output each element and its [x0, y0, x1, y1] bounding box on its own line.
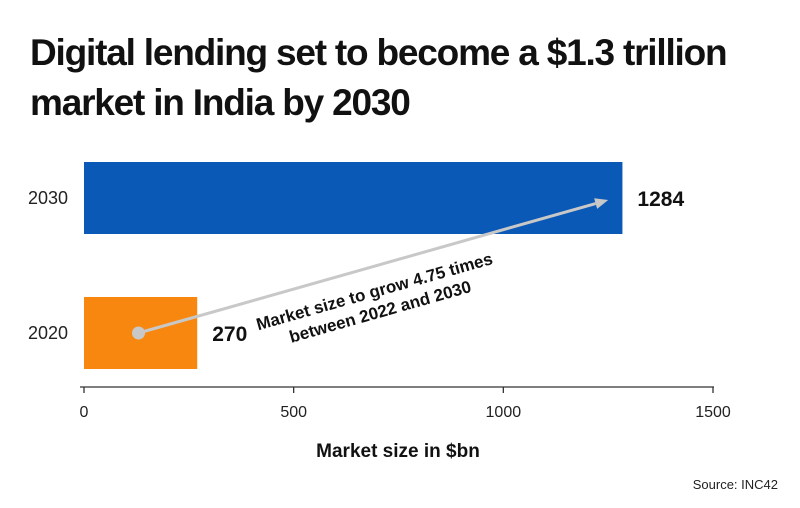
x-tick-label-1000: 1000: [486, 404, 522, 421]
x-tick-label-0: 0: [80, 404, 89, 421]
growth-arrow-head: [594, 198, 609, 209]
category-label-2030: 2030: [28, 188, 68, 208]
category-label-2020: 2020: [28, 323, 68, 343]
value-label-2030: 1284: [637, 188, 684, 211]
growth-arrow-line: [138, 202, 597, 335]
growth-arrow-start-dot: [132, 326, 146, 340]
chart-title-line-1: Digital lending set to become a $1.3 tri…: [30, 32, 728, 73]
chart-title-line-2: market in India by 2030: [30, 82, 411, 123]
chart-title: Digital lending set to become a $1.3 tri…: [30, 28, 790, 128]
x-tick-label-500: 500: [280, 404, 307, 421]
x-tick-label-1500: 1500: [695, 404, 731, 421]
source-note: Source: INC42: [692, 477, 778, 492]
x-axis-title: Market size in $bn: [316, 441, 480, 462]
value-label-2020: 270: [212, 323, 247, 346]
bar-2030: [84, 162, 623, 234]
